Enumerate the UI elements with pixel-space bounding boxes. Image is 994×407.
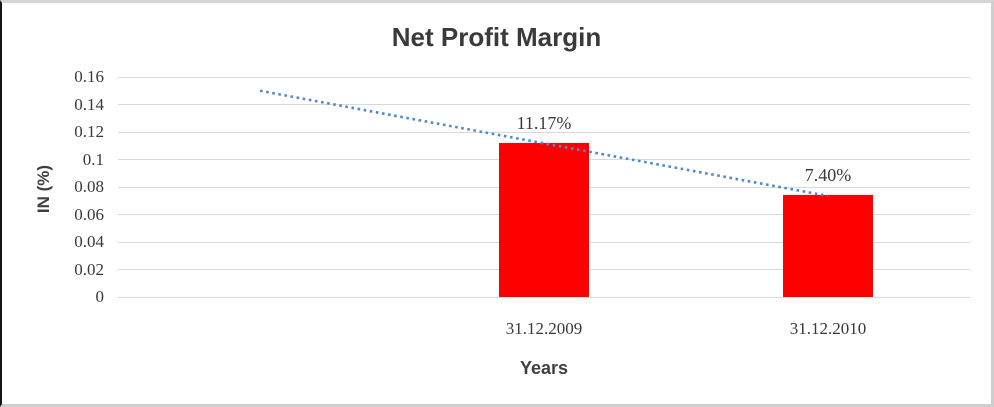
y-tick-label: 0.16 — [74, 67, 104, 86]
y-gridline — [118, 104, 970, 105]
y-tick-label: 0.04 — [74, 232, 104, 251]
y-gridline — [118, 131, 970, 133]
y-tick-label: 0.06 — [74, 204, 104, 224]
y-tick-label: 0.1 — [82, 149, 104, 169]
y-gridline — [118, 76, 970, 78]
y-gridline — [118, 296, 970, 298]
bar-31.12.2009 — [499, 143, 589, 297]
y-tick-label: 0.08 — [74, 177, 104, 196]
data-label: 11.17% — [516, 113, 572, 134]
chart-title: Net Profit Margin — [391, 22, 602, 52]
y-tick-label: 0.14 — [74, 94, 104, 114]
trendline — [259, 89, 829, 198]
x-tick-label: 31.12.2010 — [789, 319, 867, 338]
data-label: 7.40% — [804, 165, 852, 186]
y-tick-label: 0 — [95, 287, 105, 306]
x-tick-label: 31.12.2009 — [505, 319, 583, 338]
bar-31.12.2010 — [782, 195, 873, 297]
y-tick-label: 0.02 — [74, 259, 104, 279]
plot-area: 0 0.02 0.04 0.06 0.08 0.1 0.12 0.14 0.16 11.17% 31… — [2, 3, 991, 404]
x-axis-title: Years — [519, 358, 569, 378]
y-tick-label: 0.12 — [74, 122, 104, 141]
